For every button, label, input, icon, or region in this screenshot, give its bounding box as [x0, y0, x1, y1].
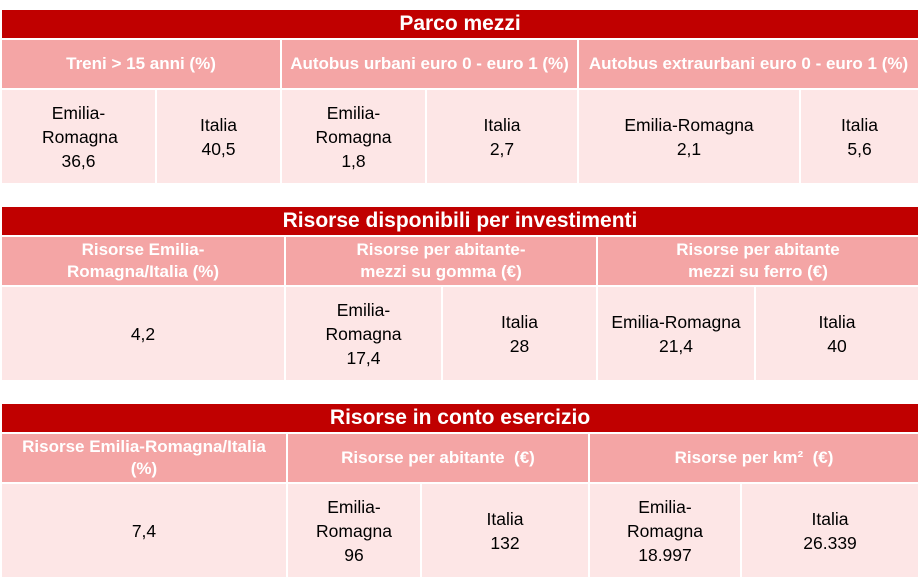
column-header: Treni > 15 anni (%)	[0, 38, 282, 90]
value-cell: Italia 26.339	[739, 482, 920, 579]
section-title: Risorse disponibili per investimenti	[0, 205, 920, 237]
value-cell: Emilia-Romagna 2,1	[577, 88, 801, 185]
column-header: Risorse Emilia-Romagna/Italia (%)	[0, 235, 286, 287]
value-cell: Emilia-Romagna 21,4	[596, 285, 756, 382]
value-number: 1,8	[341, 150, 366, 171]
value-number: 26.339	[803, 532, 857, 553]
value-number: 17,4	[346, 347, 381, 368]
value-number: 96	[344, 544, 364, 565]
table-parco-mezzi: Parco mezzi Treni > 15 anni (%) Autobus …	[0, 8, 920, 185]
value-number: 28	[509, 335, 530, 356]
region-label: Italia	[811, 508, 849, 529]
region-label: Emilia-Romagna	[611, 311, 741, 332]
column-header: Risorse per km² (€)	[587, 432, 920, 484]
region-label: Italia	[841, 114, 878, 135]
value-number: 4,2	[130, 323, 156, 344]
value-cell: 7,4	[0, 482, 288, 579]
region-label: Emilia-Romagna	[316, 496, 392, 541]
value-number: 40	[827, 335, 847, 356]
value-number: 7,4	[131, 520, 157, 541]
value-number: 18.997	[638, 544, 692, 565]
value-cell: Emilia-Romagna 17,4	[284, 285, 443, 382]
region-label: Italia	[501, 311, 538, 332]
value-cell: Italia 40,5	[155, 88, 282, 185]
value-cell: Italia 40	[753, 285, 920, 382]
section-title: Parco mezzi	[0, 8, 920, 40]
region-label: Emilia-Romagna	[42, 102, 118, 147]
region-label: Emilia-Romagna	[315, 102, 392, 147]
value-number: 36,6	[61, 150, 96, 171]
value-number: 5,6	[847, 138, 872, 159]
value-cell: Emilia-Romagna 18.997	[588, 482, 742, 579]
region-label: Italia	[483, 114, 521, 135]
value-cell: Emilia-Romagna 36,6	[0, 88, 157, 185]
value-number: 132	[490, 532, 520, 553]
column-header: Risorse Emilia-Romagna/Italia (%)	[0, 432, 288, 484]
value-cell: Italia 28	[441, 285, 598, 382]
region-label: Italia	[200, 114, 237, 135]
region-label: Italia	[818, 311, 856, 332]
column-header: Risorse per abitante- mezzi su gomma (€)	[284, 235, 598, 287]
value-number: 2,7	[489, 138, 515, 159]
region-label: Emilia-Romagna	[325, 299, 402, 344]
value-number: 2,1	[676, 138, 702, 159]
column-header: Risorse per abitante mezzi su ferro (€)	[595, 235, 920, 287]
value-cell: 4,2	[0, 285, 286, 382]
region-label: Italia	[486, 508, 524, 529]
value-number: 40,5	[201, 138, 236, 159]
table-risorse-investimenti: Risorse disponibili per investimenti Ris…	[0, 205, 920, 382]
value-cell: Italia 5,6	[798, 88, 920, 185]
value-cell: Italia 132	[420, 482, 590, 579]
value-cell: Emilia-Romagna 96	[286, 482, 422, 579]
column-header: Autobus extraurbani euro 0 - euro 1 (%)	[576, 38, 920, 90]
section-title: Risorse in conto esercizio	[0, 402, 920, 434]
value-cell: Italia 2,7	[425, 88, 579, 185]
column-header: Autobus urbani euro 0 - euro 1 (%)	[280, 38, 579, 90]
value-number: 21,4	[658, 335, 694, 356]
region-label: Emilia-Romagna	[627, 496, 703, 541]
value-cell: Emilia-Romagna 1,8	[280, 88, 427, 185]
table-risorse-esercizio: Risorse in conto esercizio Risorse Emili…	[0, 402, 920, 579]
column-header: Risorse per abitante (€)	[286, 432, 590, 484]
region-label: Emilia-Romagna	[624, 114, 754, 135]
